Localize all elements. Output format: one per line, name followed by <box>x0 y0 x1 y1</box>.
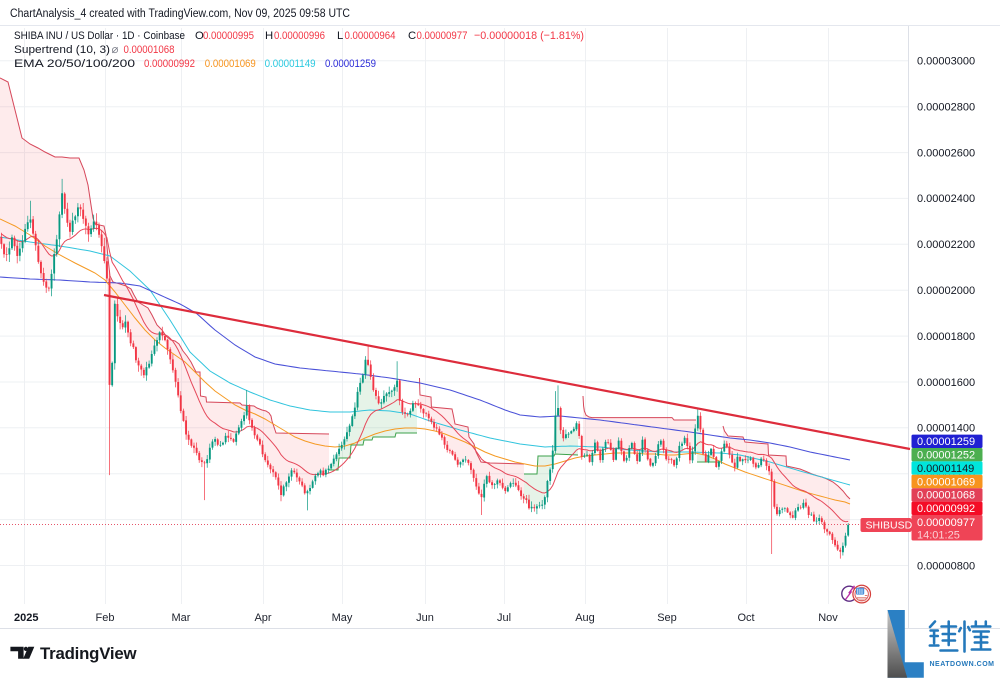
svg-text:Sep: Sep <box>657 612 677 624</box>
svg-text:0.00001600: 0.00001600 <box>917 377 975 389</box>
svg-text:0.00002400: 0.00002400 <box>917 193 975 205</box>
svg-text:ChartAnalysis_4 created with T: ChartAnalysis_4 created with TradingView… <box>10 8 350 20</box>
svg-text:Supertrend (10, 3)⌀0.00001068: Supertrend (10, 3)⌀ 0.00001068 <box>14 44 175 56</box>
svg-text:0.00000800: 0.00000800 <box>917 560 975 572</box>
svg-text:SHIBUSD: SHIBUSD <box>866 520 913 532</box>
svg-text:0.00002800: 0.00002800 <box>917 102 975 114</box>
svg-text:0.00001069: 0.00001069 <box>917 476 975 488</box>
svg-text:Jun: Jun <box>416 612 434 624</box>
svg-text:0.00002600: 0.00002600 <box>917 147 975 159</box>
svg-text:0.00002200: 0.00002200 <box>917 239 975 251</box>
svg-text:Mar: Mar <box>172 612 191 624</box>
svg-text:0.00001068: 0.00001068 <box>917 490 975 502</box>
svg-text:Jul: Jul <box>497 612 511 624</box>
svg-text:Nov: Nov <box>818 612 838 624</box>
svg-text:0.00000977: 0.00000977 <box>917 517 975 529</box>
svg-text:0.00001259: 0.00001259 <box>917 436 975 448</box>
svg-text:0.00000992: 0.00000992 <box>917 503 975 515</box>
svg-text:NEATDOWN.COM: NEATDOWN.COM <box>930 661 995 668</box>
svg-text:0.00003000: 0.00003000 <box>917 56 975 68</box>
svg-text:2025: 2025 <box>14 612 38 624</box>
svg-text:Oct: Oct <box>737 612 754 624</box>
svg-text:Feb: Feb <box>96 612 115 624</box>
svg-text:TradingView: TradingView <box>40 644 137 663</box>
svg-text:0.00001252: 0.00001252 <box>917 450 975 462</box>
svg-text:14:01:25: 14:01:25 <box>917 529 960 541</box>
svg-text:Aug: Aug <box>575 612 595 624</box>
svg-text:SHIBA INU / US Dollar · 1D · C: SHIBA INU / US Dollar · 1D · Coinbase O0.… <box>14 30 584 42</box>
svg-text:0.00001149: 0.00001149 <box>917 463 974 475</box>
svg-text:0.00001800: 0.00001800 <box>917 331 975 343</box>
svg-text:Apr: Apr <box>254 612 271 624</box>
svg-text:0.00002000: 0.00002000 <box>917 285 975 297</box>
svg-text:0.00001400: 0.00001400 <box>917 423 975 435</box>
svg-text:May: May <box>332 612 353 624</box>
